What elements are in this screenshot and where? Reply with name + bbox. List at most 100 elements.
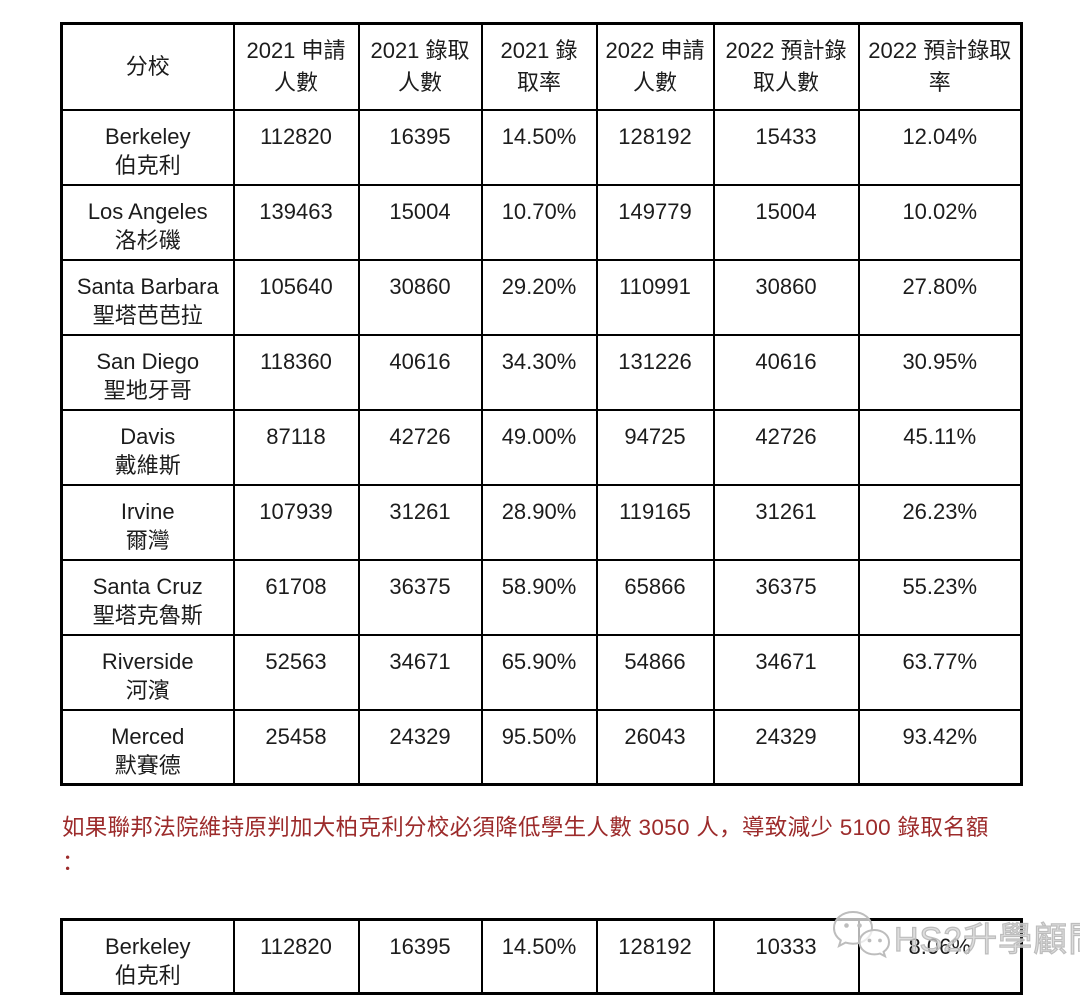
header-2022-proj-admitted: 2022 預計錄取人數 <box>712 22 860 111</box>
header-2021-rate: 2021 錄取率 <box>480 22 598 111</box>
campus-name-en: Berkeley <box>104 933 191 959</box>
cell-2021-rate: 58.90% <box>480 558 598 636</box>
document-body: 分校 2021 申請人數 2021 錄取人數 2021 錄取率 2022 申請人… <box>60 22 1023 995</box>
campus-name-zh: 戴維斯 <box>114 452 181 478</box>
cell-2021-admitted: 31261 <box>357 483 483 561</box>
cell-2021-rate: 14.50% <box>480 108 598 186</box>
table-row: Santa Barbara 聖塔芭芭拉 105640 30860 29.20% … <box>60 258 1023 336</box>
cell-2021-applicants: 112820 <box>232 918 360 995</box>
cell-2021-admitted: 15004 <box>357 183 483 261</box>
cell-2021-rate: 49.00% <box>480 408 598 486</box>
cell-2022-proj-rate: 93.42% <box>857 708 1023 786</box>
campus-name-en: San Diego <box>96 348 200 374</box>
campus-name-zh: 洛杉磯 <box>114 227 181 253</box>
cell-2022-proj-admitted: 15004 <box>712 183 860 261</box>
campus-name-zh: 聖塔芭芭拉 <box>92 302 203 328</box>
table-row: Merced 默賽德 25458 24329 95.50% 26043 2432… <box>60 708 1023 786</box>
cell-2021-admitted: 30860 <box>357 258 483 336</box>
cell-2021-applicants: 107939 <box>232 483 360 561</box>
cell-2022-proj-admitted: 36375 <box>712 558 860 636</box>
cell-2021-applicants: 61708 <box>232 558 360 636</box>
cell-2021-rate: 28.90% <box>480 483 598 561</box>
cell-2022-proj-rate: 45.11% <box>857 408 1023 486</box>
campus-cell: Davis 戴維斯 <box>60 408 235 486</box>
campus-name-en: Santa Barbara <box>76 273 219 299</box>
cell-2022-applicants: 128192 <box>595 108 715 186</box>
cell-2022-proj-admitted: 34671 <box>712 633 860 711</box>
cell-2022-applicants: 94725 <box>595 408 715 486</box>
cell-2021-applicants: 25458 <box>232 708 360 786</box>
header-2022-applicants: 2022 申請人數 <box>595 22 715 111</box>
cell-2022-applicants: 110991 <box>595 258 715 336</box>
cell-2022-applicants: 54866 <box>595 633 715 711</box>
uc-admissions-table: 分校 2021 申請人數 2021 錄取人數 2021 錄取率 2022 申請人… <box>60 22 1023 786</box>
cell-2021-admitted: 40616 <box>357 333 483 411</box>
campus-cell: Berkeley 伯克利 <box>60 918 235 995</box>
berkeley-revised-table: Berkeley 伯克利 112820 16395 14.50% 128192 … <box>60 917 1023 995</box>
campus-cell: Irvine 爾灣 <box>60 483 235 561</box>
cell-2021-admitted: 34671 <box>357 633 483 711</box>
table-row: Irvine 爾灣 107939 31261 28.90% 119165 312… <box>60 483 1023 561</box>
campus-name-zh: 聖地牙哥 <box>103 377 192 403</box>
campus-cell: Santa Barbara 聖塔芭芭拉 <box>60 258 235 336</box>
campus-name-en: Santa Cruz <box>92 573 203 599</box>
table-row: Los Angeles 洛杉磯 139463 15004 10.70% 1497… <box>60 183 1023 261</box>
cell-2022-proj-admitted: 40616 <box>712 333 860 411</box>
cell-2022-applicants: 65866 <box>595 558 715 636</box>
cell-2022-proj-rate: 10.02% <box>857 183 1023 261</box>
header-2022-proj-rate: 2022 預計錄取率 <box>857 22 1023 111</box>
cell-2022-proj-rate: 27.80% <box>857 258 1023 336</box>
cell-2022-applicants: 149779 <box>595 183 715 261</box>
cell-2021-rate: 10.70% <box>480 183 598 261</box>
campus-name-en: Davis <box>120 423 176 449</box>
campus-cell: San Diego 聖地牙哥 <box>60 333 235 411</box>
cell-2021-rate: 29.20% <box>480 258 598 336</box>
cell-2022-proj-admitted: 30860 <box>712 258 860 336</box>
cell-2021-admitted: 16395 <box>357 108 483 186</box>
campus-name-zh: 默賽德 <box>114 752 181 778</box>
table-row: Davis 戴維斯 87118 42726 49.00% 94725 42726… <box>60 408 1023 486</box>
cell-2021-rate: 14.50% <box>480 918 598 995</box>
cell-2022-applicants: 128192 <box>595 918 715 995</box>
cell-2022-proj-rate: 30.95% <box>857 333 1023 411</box>
table-row: Berkeley 伯克利 112820 16395 14.50% 128192 … <box>60 108 1023 186</box>
cell-2022-proj-rate: 12.04% <box>857 108 1023 186</box>
table-row: Santa Cruz 聖塔克魯斯 61708 36375 58.90% 6586… <box>60 558 1023 636</box>
campus-name-zh: 伯克利 <box>114 152 181 178</box>
cell-2021-rate: 65.90% <box>480 633 598 711</box>
cell-2021-admitted: 16395 <box>357 918 483 995</box>
header-2021-admitted: 2021 錄取人數 <box>357 22 483 111</box>
campus-cell: Merced 默賽德 <box>60 708 235 786</box>
cell-2022-proj-rate: 63.77% <box>857 633 1023 711</box>
cell-2021-admitted: 24329 <box>357 708 483 786</box>
cell-2022-proj-rate: 8.06% <box>857 918 1023 995</box>
cell-2021-applicants: 87118 <box>232 408 360 486</box>
campus-name-en: Berkeley <box>104 123 191 149</box>
table-row: Berkeley 伯克利 112820 16395 14.50% 128192 … <box>60 918 1023 995</box>
table-row: San Diego 聖地牙哥 118360 40616 34.30% 13122… <box>60 333 1023 411</box>
cell-2022-applicants: 119165 <box>595 483 715 561</box>
campus-name-en: Riverside <box>101 648 194 674</box>
table-row: Riverside 河濱 52563 34671 65.90% 54866 34… <box>60 633 1023 711</box>
cell-2021-admitted: 42726 <box>357 408 483 486</box>
header-row: 分校 2021 申請人數 2021 錄取人數 2021 錄取率 2022 申請人… <box>60 22 1023 111</box>
cell-2021-applicants: 52563 <box>232 633 360 711</box>
cell-2021-rate: 95.50% <box>480 708 598 786</box>
campus-name-zh: 伯克利 <box>114 962 181 988</box>
campus-name-zh: 河濱 <box>125 677 170 703</box>
cell-2022-applicants: 26043 <box>595 708 715 786</box>
cell-2022-proj-admitted: 31261 <box>712 483 860 561</box>
header-2021-applicants: 2021 申請人數 <box>232 22 360 111</box>
cell-2021-applicants: 118360 <box>232 333 360 411</box>
cell-2022-proj-rate: 26.23% <box>857 483 1023 561</box>
cell-2021-applicants: 105640 <box>232 258 360 336</box>
cell-2022-proj-rate: 55.23% <box>857 558 1023 636</box>
cell-2022-proj-admitted: 15433 <box>712 108 860 186</box>
campus-name-en: Irvine <box>120 498 175 524</box>
cell-2021-admitted: 36375 <box>357 558 483 636</box>
cell-2021-applicants: 139463 <box>232 183 360 261</box>
campus-cell: Santa Cruz 聖塔克魯斯 <box>60 558 235 636</box>
cell-2021-rate: 34.30% <box>480 333 598 411</box>
campus-name-en: Merced <box>111 723 185 749</box>
cell-2022-proj-admitted: 42726 <box>712 408 860 486</box>
